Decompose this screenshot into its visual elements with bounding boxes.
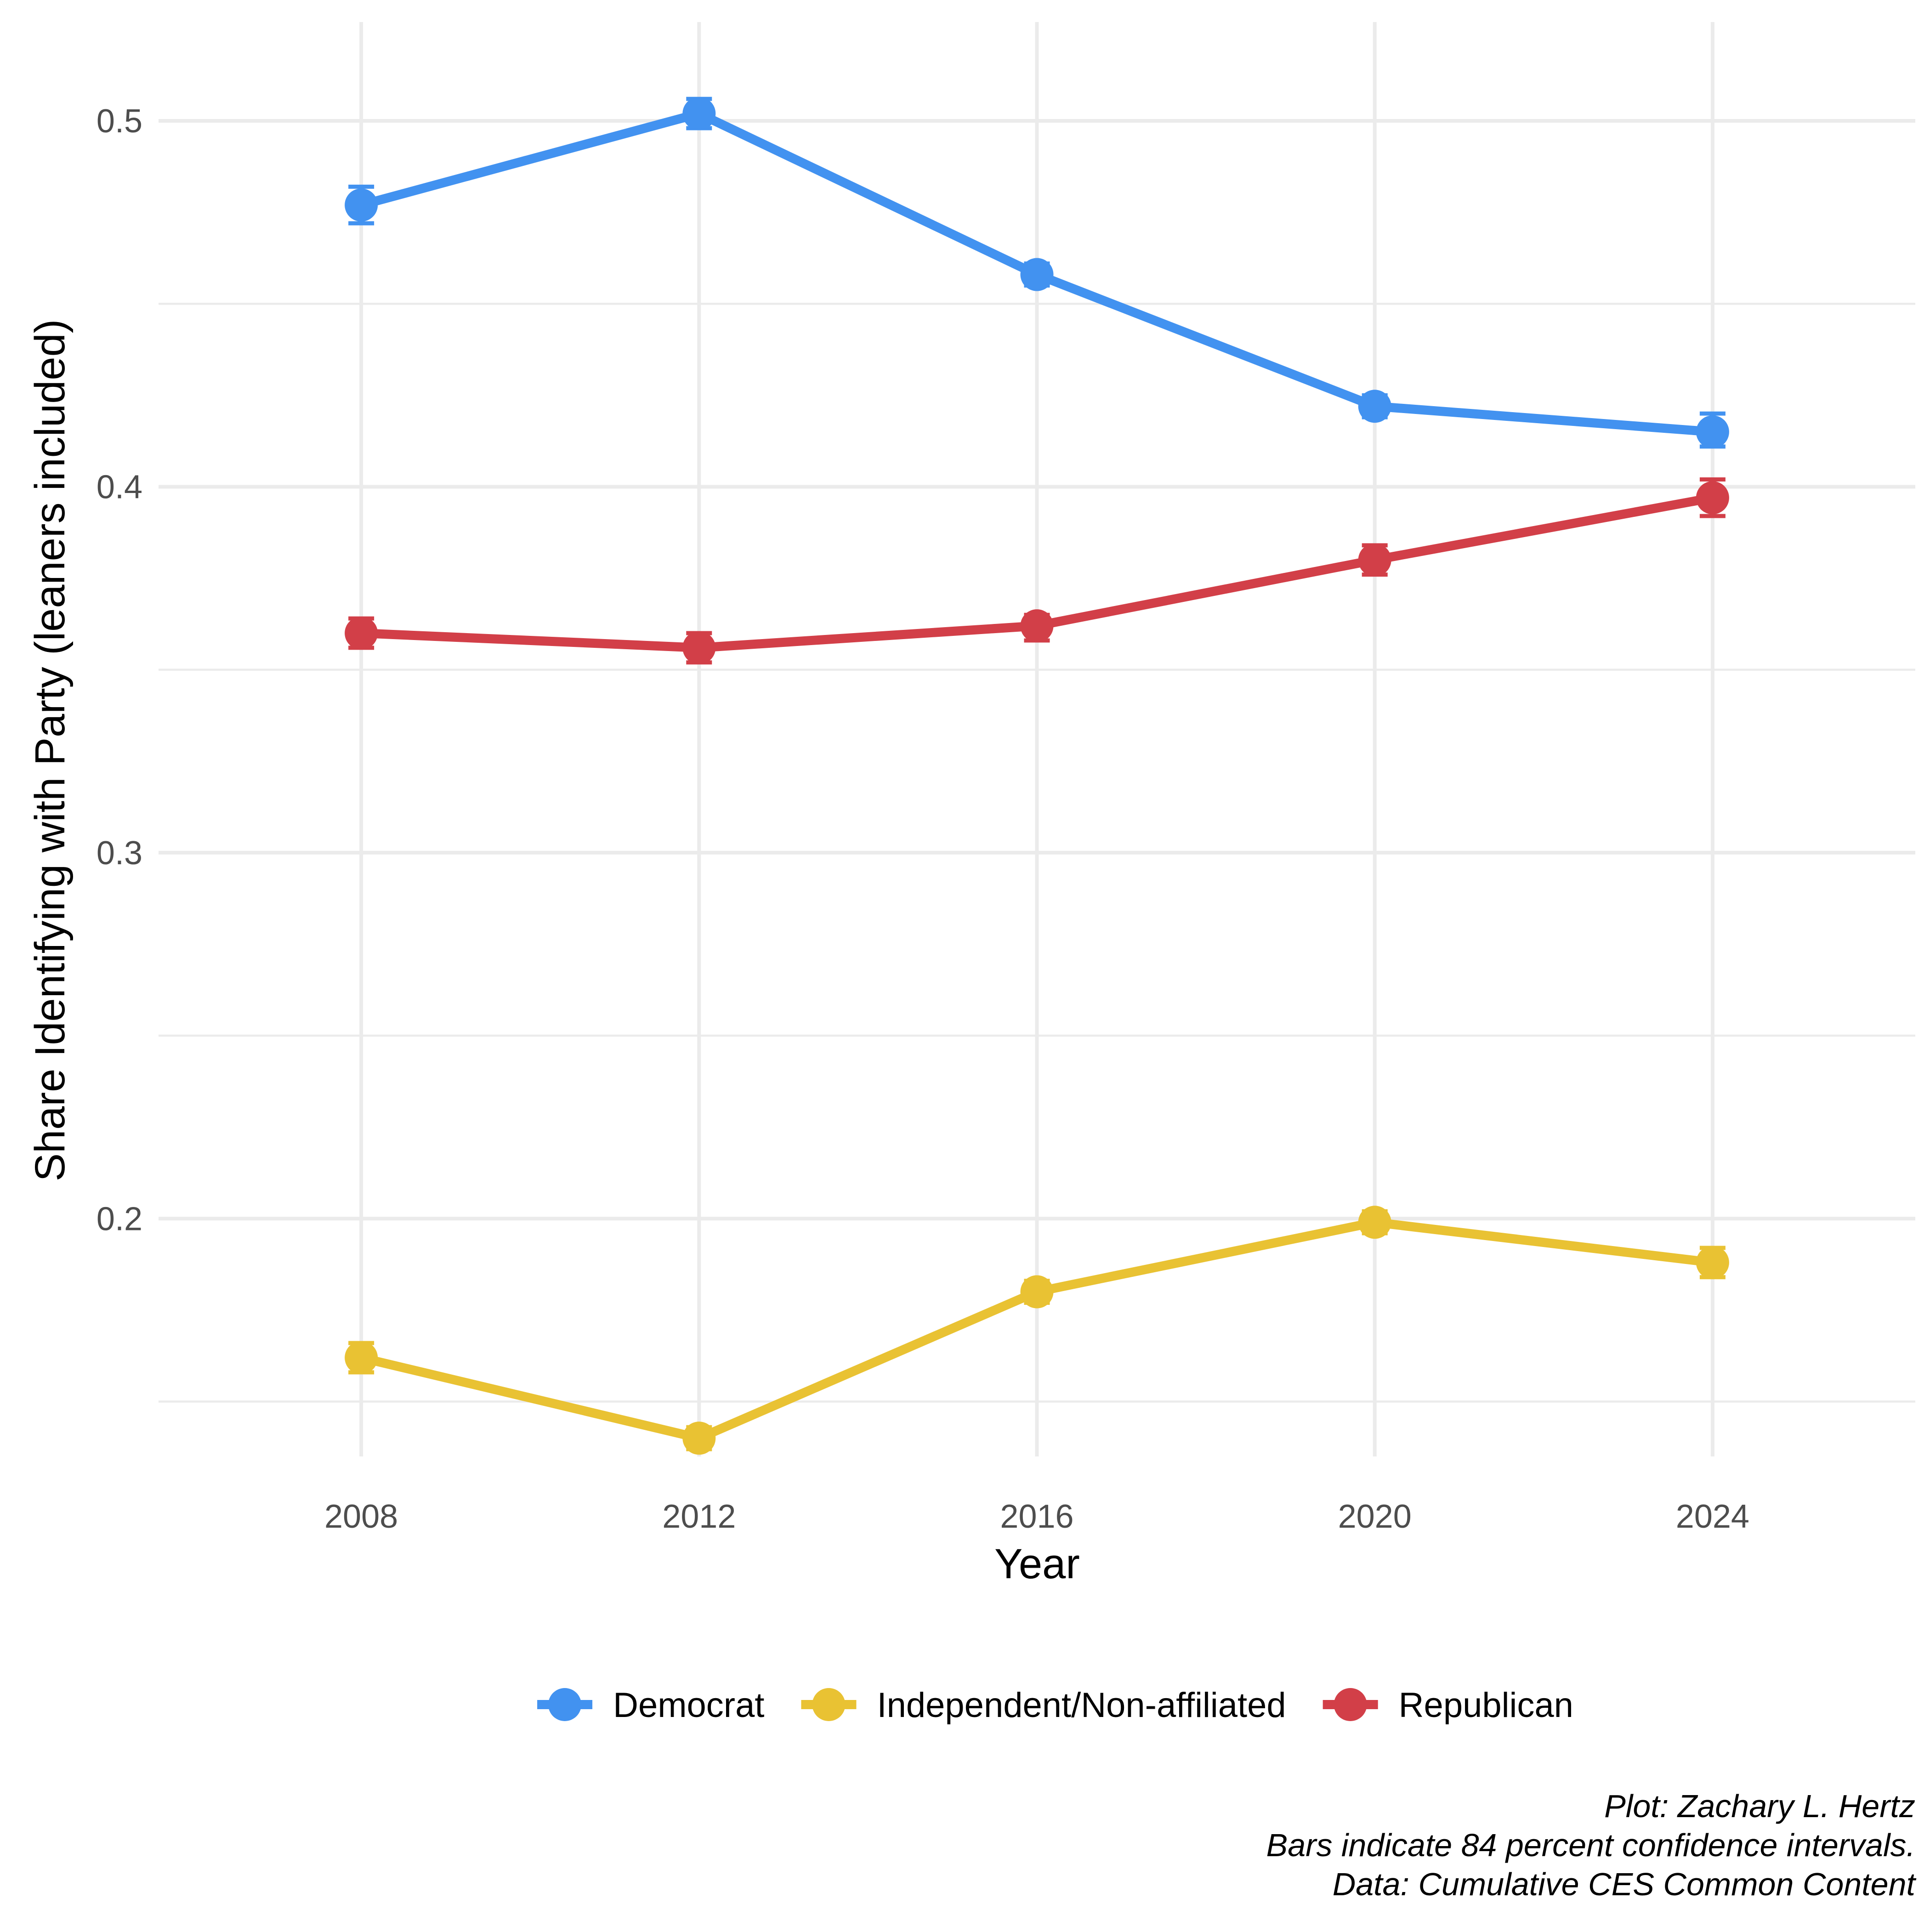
data-point bbox=[682, 631, 716, 664]
legend-item: Independent/Non-affiliated bbox=[801, 1686, 1286, 1725]
data-point bbox=[682, 97, 716, 130]
series-independent-non-affiliated bbox=[345, 1206, 1729, 1455]
data-point bbox=[1358, 390, 1391, 423]
legend-key-marker bbox=[548, 1688, 582, 1721]
data-point bbox=[1358, 543, 1391, 577]
tick-labels: 0.2 0.3 0.4 0.5 2008 2012 2016 2020 2024 bbox=[96, 103, 1749, 1535]
data-point bbox=[1358, 1206, 1391, 1239]
legend-key-marker bbox=[812, 1688, 846, 1721]
y-tick-label: 0.2 bbox=[96, 1201, 142, 1237]
caption: Plot: Zachary L. Hertz Bars indicate 84 … bbox=[1266, 1788, 1917, 1902]
y-axis-title: Share Identifying with Party (leaners in… bbox=[27, 319, 74, 1182]
legend-item: Democrat bbox=[537, 1686, 764, 1725]
caption-line-1: Plot: Zachary L. Hertz bbox=[1604, 1788, 1915, 1824]
series-republican bbox=[345, 477, 1729, 665]
data-point bbox=[682, 1422, 716, 1455]
legend-label: Independent/Non-affiliated bbox=[877, 1686, 1286, 1725]
legend-label: Democrat bbox=[613, 1686, 764, 1725]
data-point bbox=[1020, 258, 1054, 291]
x-tick-label: 2020 bbox=[1338, 1498, 1412, 1535]
x-tick-label: 2008 bbox=[324, 1498, 398, 1535]
data-point bbox=[345, 188, 378, 222]
data-point bbox=[345, 617, 378, 650]
y-tick-label: 0.3 bbox=[96, 835, 142, 872]
legend-item: Republican bbox=[1323, 1686, 1573, 1725]
data-point bbox=[345, 1341, 378, 1374]
data-point bbox=[1696, 481, 1729, 515]
x-tick-label: 2016 bbox=[1000, 1498, 1073, 1535]
legend-key-marker bbox=[1334, 1688, 1367, 1721]
legend-label: Republican bbox=[1399, 1686, 1573, 1725]
x-axis-title: Year bbox=[994, 1541, 1080, 1587]
x-tick-label: 2012 bbox=[662, 1498, 736, 1535]
data-point bbox=[1696, 1246, 1729, 1279]
data-point bbox=[1696, 415, 1729, 448]
series-layer bbox=[345, 96, 1729, 1455]
caption-line-2: Bars indicate 84 percent confidence inte… bbox=[1266, 1827, 1915, 1863]
legend: Democrat Independent/Non-affiliated Republ… bbox=[537, 1686, 1573, 1725]
series-democrat bbox=[345, 96, 1729, 449]
caption-line-3: Data: Cumulative CES Common Content bbox=[1333, 1866, 1917, 1902]
x-tick-label: 2024 bbox=[1676, 1498, 1749, 1535]
data-point bbox=[1020, 609, 1054, 643]
data-point bbox=[1020, 1275, 1054, 1309]
gridlines bbox=[159, 22, 1915, 1456]
y-tick-label: 0.5 bbox=[96, 103, 142, 140]
y-tick-label: 0.4 bbox=[96, 469, 142, 505]
